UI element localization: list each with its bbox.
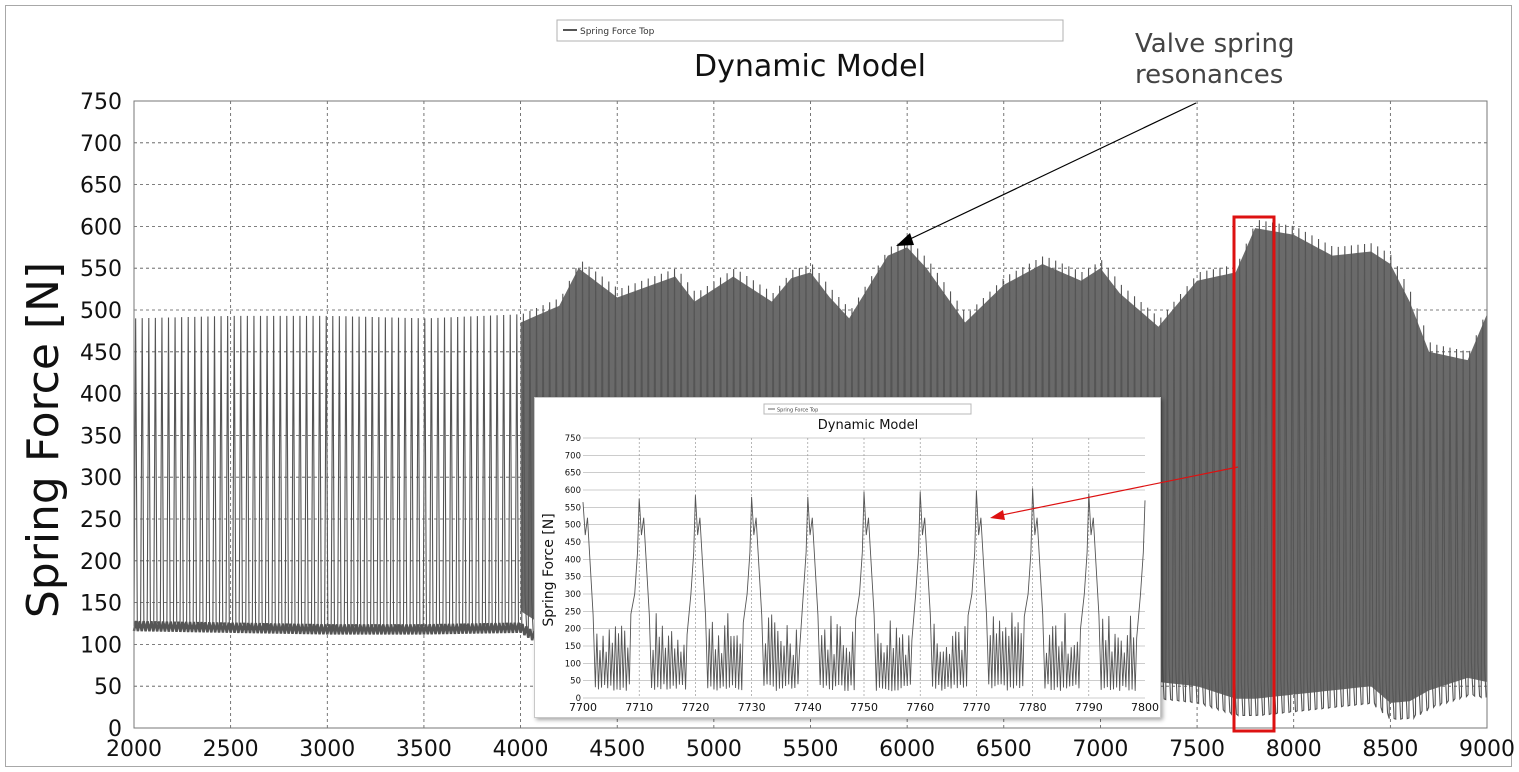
main-x-tick-label: 5500 bbox=[783, 737, 839, 762]
inset-x-tick-label: 7730 bbox=[738, 701, 766, 714]
inset-chart-svg: Spring Force Top Dynamic Model Spring Fo… bbox=[541, 403, 1159, 714]
main-tick-labels: 2000 2500 3000 3500 4000 4500 5000 5500 6000 6500… bbox=[80, 90, 1515, 762]
inset-y-tick-label: 400 bbox=[565, 555, 581, 565]
main-series-baseline bbox=[132, 620, 561, 658]
annotation-line-2: resonances bbox=[1135, 60, 1283, 90]
main-y-tick-label: 200 bbox=[80, 550, 122, 575]
inset-x-tick-label: 7740 bbox=[794, 701, 822, 714]
inset-y-tick-label: 550 bbox=[565, 503, 581, 513]
inset-x-tick-label: 7720 bbox=[681, 701, 709, 714]
main-y-tick-label: 150 bbox=[80, 592, 122, 617]
inset-y-tick-label: 200 bbox=[565, 625, 581, 635]
inset-x-tick-label: 7790 bbox=[1075, 701, 1103, 714]
main-y-tick-label: 400 bbox=[80, 383, 122, 408]
main-x-tick-label: 3500 bbox=[396, 737, 452, 762]
annotation-arrow-line bbox=[907, 102, 1197, 241]
inset-y-tick-label: 150 bbox=[565, 642, 581, 652]
inset-y-tick-label: 650 bbox=[565, 469, 581, 479]
inset-y-tick-label: 0 bbox=[576, 694, 581, 704]
main-y-tick-label: 100 bbox=[80, 633, 122, 658]
annotation-line-1: Valve spring bbox=[1135, 29, 1295, 59]
inset-y-tick-label: 350 bbox=[565, 573, 581, 583]
main-x-tick-label: 9000 bbox=[1459, 737, 1515, 762]
inset-plot-area bbox=[582, 488, 1146, 692]
main-x-tick-label: 2000 bbox=[106, 737, 162, 762]
y-axis-label: Spring Force [N] bbox=[18, 262, 69, 618]
inset-x-tick-label: 7710 bbox=[625, 701, 653, 714]
inset-chart: Spring Force Top Dynamic Model Spring Fo… bbox=[534, 397, 1161, 718]
main-y-tick-label: 600 bbox=[80, 215, 122, 240]
inset-y-tick-label: 250 bbox=[565, 607, 581, 617]
inset-x-tick-label: 7700 bbox=[569, 701, 597, 714]
annotation-text: Valve spring resonances bbox=[1135, 29, 1303, 90]
main-x-tick-label: 2500 bbox=[203, 737, 259, 762]
inset-gridlines bbox=[583, 437, 1145, 699]
inset-title: Dynamic Model bbox=[818, 418, 919, 433]
inset-y-tick-label: 100 bbox=[565, 659, 581, 669]
main-x-tick-label: 8500 bbox=[1362, 737, 1418, 762]
main-y-tick-label: 50 bbox=[94, 675, 122, 700]
inset-x-tick-label: 7760 bbox=[906, 701, 934, 714]
main-x-tick-label: 7500 bbox=[1169, 737, 1225, 762]
inset-x-tick-label: 7750 bbox=[850, 701, 878, 714]
inset-y-tick-label: 700 bbox=[565, 451, 581, 461]
main-y-tick-label: 700 bbox=[80, 132, 122, 157]
main-y-tick-label: 750 bbox=[80, 90, 122, 115]
inset-y-tick-label: 300 bbox=[565, 590, 581, 600]
inset-series-line bbox=[582, 488, 1146, 692]
inset-x-tick-label: 7780 bbox=[1019, 701, 1047, 714]
inset-tick-labels: 7700 7710 7720 7730 7740 7750 7760 7770 7780 7790… bbox=[565, 434, 1159, 714]
legend-box bbox=[556, 19, 1064, 42]
inset-y-tick-label: 50 bbox=[570, 677, 581, 687]
main-x-tick-label: 8000 bbox=[1266, 737, 1322, 762]
main-x-tick-label: 4000 bbox=[493, 737, 549, 762]
chart-title: Dynamic Model bbox=[694, 49, 926, 84]
legend-label: Spring Force Top bbox=[580, 27, 655, 37]
inset-legend-label: Spring Force Top bbox=[777, 408, 818, 414]
annotation-arrowhead bbox=[896, 233, 914, 246]
main-x-tick-label: 5000 bbox=[686, 737, 742, 762]
main-plot-border bbox=[133, 100, 1488, 729]
main-x-tick-label: 6000 bbox=[879, 737, 935, 762]
inset-legend-box bbox=[763, 403, 972, 415]
main-y-tick-label: 350 bbox=[80, 424, 122, 449]
main-y-tick-label: 0 bbox=[108, 717, 122, 742]
main-x-tick-label: 4500 bbox=[589, 737, 645, 762]
main-x-tick-label: 3000 bbox=[299, 737, 355, 762]
main-y-tick-label: 450 bbox=[80, 341, 122, 366]
inset-y-tick-label: 600 bbox=[565, 486, 581, 496]
main-x-tick-label: 6500 bbox=[976, 737, 1032, 762]
inset-x-tick-label: 7770 bbox=[962, 701, 990, 714]
inset-y-tick-label: 450 bbox=[565, 538, 581, 548]
inset-x-tick-label: 7800 bbox=[1131, 701, 1159, 714]
main-y-tick-label: 250 bbox=[80, 508, 122, 533]
chart-frame bbox=[5, 5, 1512, 767]
main-x-tick-label: 7000 bbox=[1072, 737, 1128, 762]
main-y-tick-label: 550 bbox=[80, 257, 122, 282]
main-y-tick-label: 650 bbox=[80, 174, 122, 199]
main-y-tick-label: 300 bbox=[80, 466, 122, 491]
inset-y-tick-label: 500 bbox=[565, 521, 581, 531]
inset-y-tick-label: 750 bbox=[565, 434, 581, 444]
inset-y-axis-label: Spring Force [N] bbox=[541, 513, 557, 626]
main-y-tick-label: 500 bbox=[80, 299, 122, 324]
